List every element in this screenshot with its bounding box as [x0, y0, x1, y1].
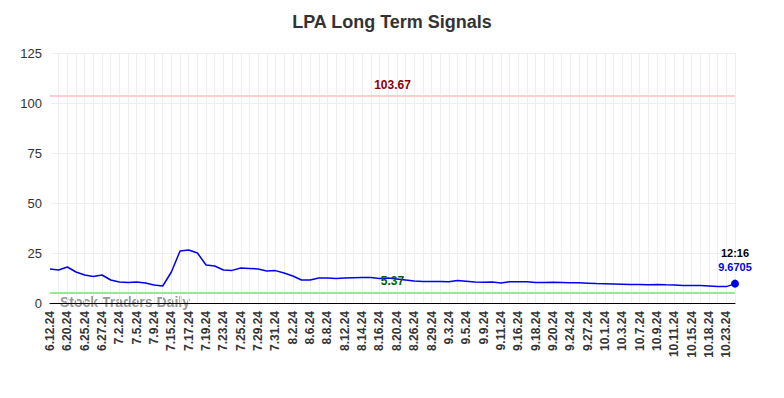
svg-text:75: 75	[28, 146, 42, 161]
svg-text:10.3.24: 10.3.24	[615, 311, 629, 351]
svg-text:10.1.24: 10.1.24	[598, 311, 612, 351]
svg-text:50: 50	[28, 196, 42, 211]
svg-text:8.12.24: 8.12.24	[338, 311, 352, 351]
svg-text:100: 100	[20, 96, 42, 111]
svg-text:9.18.24: 9.18.24	[529, 311, 543, 351]
svg-text:9.3.24: 9.3.24	[442, 311, 456, 345]
svg-text:7.23.24: 7.23.24	[216, 311, 230, 351]
svg-text:9.5.24: 9.5.24	[459, 311, 473, 345]
svg-text:9.9.24: 9.9.24	[477, 311, 491, 345]
svg-text:8.14.24: 8.14.24	[355, 311, 369, 351]
svg-text:9.6705: 9.6705	[718, 261, 752, 273]
svg-text:103.67: 103.67	[374, 78, 411, 92]
svg-text:7.19.24: 7.19.24	[199, 311, 213, 351]
svg-text:125: 125	[20, 46, 42, 61]
svg-text:9.11.24: 9.11.24	[494, 311, 508, 351]
svg-text:6.27.24: 6.27.24	[95, 311, 109, 351]
svg-text:7.15.24: 7.15.24	[164, 311, 178, 351]
svg-text:7.17.24: 7.17.24	[182, 311, 196, 351]
svg-text:8.20.24: 8.20.24	[390, 311, 404, 351]
svg-text:8.6.24: 8.6.24	[303, 311, 317, 345]
svg-text:8.16.24: 8.16.24	[372, 311, 386, 351]
svg-text:10.9.24: 10.9.24	[650, 311, 664, 351]
svg-text:10.18.24: 10.18.24	[702, 311, 716, 358]
svg-text:7.31.24: 7.31.24	[268, 311, 282, 351]
svg-text:Stock Traders Daily: Stock Traders Daily	[60, 294, 190, 310]
svg-text:7.5.24: 7.5.24	[130, 311, 144, 345]
svg-text:7.2.24: 7.2.24	[112, 311, 126, 345]
svg-text:9.16.24: 9.16.24	[511, 311, 525, 351]
svg-text:8.26.24: 8.26.24	[407, 311, 421, 351]
svg-text:LPA Long Term Signals: LPA Long Term Signals	[292, 12, 492, 32]
svg-text:12:16: 12:16	[721, 247, 749, 259]
svg-text:6.25.24: 6.25.24	[78, 311, 92, 351]
svg-text:25: 25	[28, 246, 42, 261]
svg-text:5.37: 5.37	[381, 274, 405, 288]
svg-text:9.20.24: 9.20.24	[546, 311, 560, 351]
svg-text:0: 0	[35, 296, 42, 311]
svg-text:7.25.24: 7.25.24	[234, 311, 248, 351]
svg-text:9.24.24: 9.24.24	[563, 311, 577, 351]
svg-text:10.15.24: 10.15.24	[685, 311, 699, 358]
svg-text:6.12.24: 6.12.24	[43, 311, 57, 351]
svg-text:10.23.24: 10.23.24	[719, 311, 733, 358]
svg-text:8.8.24: 8.8.24	[320, 311, 334, 345]
svg-text:7.9.24: 7.9.24	[147, 311, 161, 345]
svg-text:9.27.24: 9.27.24	[581, 311, 595, 351]
svg-text:6.20.24: 6.20.24	[60, 311, 74, 351]
svg-text:7.29.24: 7.29.24	[251, 311, 265, 351]
svg-text:8.29.24: 8.29.24	[425, 311, 439, 351]
svg-text:8.2.24: 8.2.24	[286, 311, 300, 345]
svg-text:10.7.24: 10.7.24	[633, 311, 647, 351]
svg-text:10.11.24: 10.11.24	[667, 311, 681, 357]
